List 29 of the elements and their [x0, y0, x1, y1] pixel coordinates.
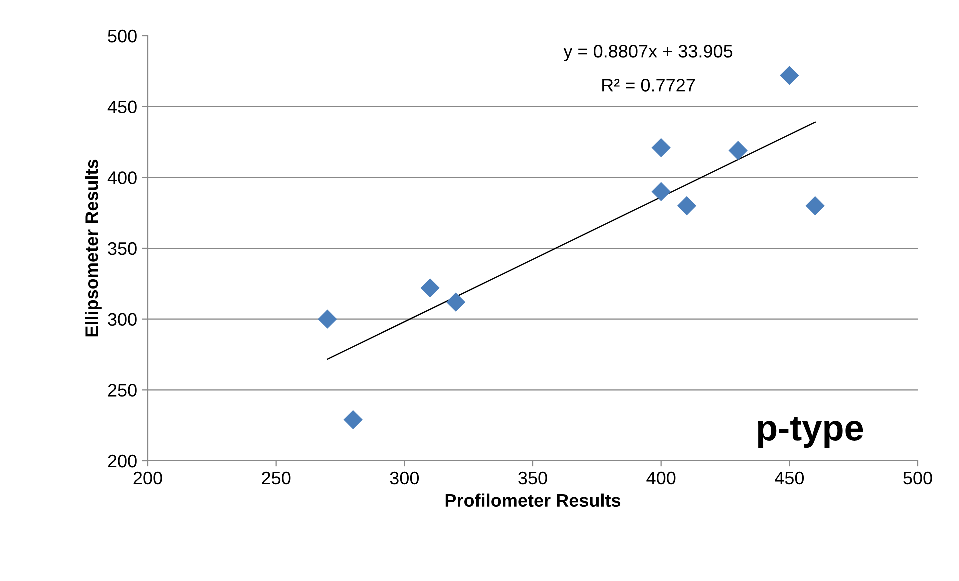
point: [420, 278, 440, 298]
point: [318, 310, 338, 329]
y-tick-label: 250: [108, 384, 137, 397]
annotation: p-type: [758, 417, 864, 448]
x-tick-label: 450: [775, 472, 804, 485]
point: [728, 141, 748, 160]
x-tick-label: 200: [134, 472, 162, 485]
y-tick-label: 300: [108, 313, 137, 326]
y-axis-title: Ellipsometer Results: [85, 160, 102, 337]
y-tick-label: 400: [108, 172, 137, 184]
point: [780, 66, 800, 86]
y-tick-label: 450: [108, 100, 137, 114]
y-tick-label: 350: [108, 242, 137, 256]
point: [446, 292, 466, 312]
x-axis-title: Profilometer Results: [446, 494, 621, 508]
point: [652, 182, 671, 202]
annotation: R² = 0.7727: [602, 79, 696, 92]
x-tick-label: 300: [390, 472, 420, 485]
x-tick-label: 500: [904, 472, 932, 485]
x-tick-label: 250: [262, 472, 291, 485]
y-tick-label: 500: [108, 30, 137, 43]
point: [652, 138, 671, 158]
annotation: y = 0.8807x + 33.905: [564, 45, 733, 62]
point: [344, 410, 363, 430]
x-tick-label: 350: [518, 472, 548, 485]
y-tick-label: 200: [108, 454, 137, 468]
x-tick-label: 400: [646, 472, 676, 485]
point: [806, 196, 825, 216]
point: [677, 196, 697, 216]
